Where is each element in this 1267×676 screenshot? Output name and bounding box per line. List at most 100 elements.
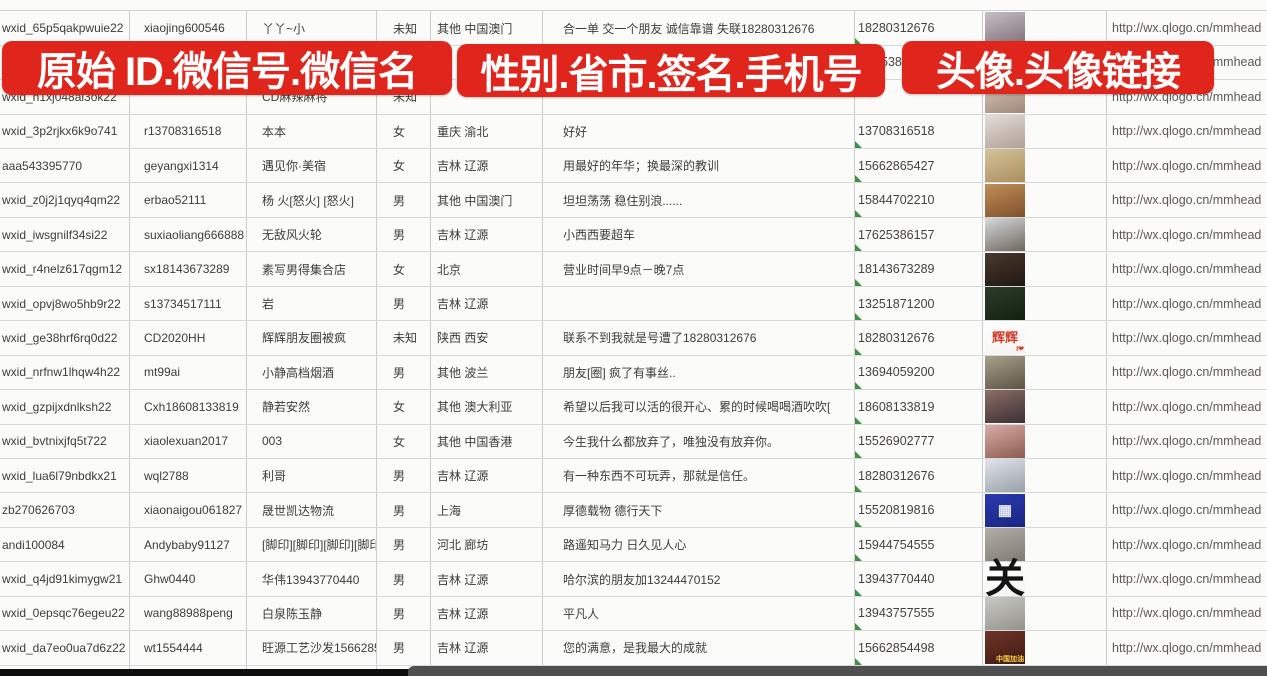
cell-gender[interactable]: 男 [377,183,431,217]
cell-avatar-link[interactable]: http://wx.qlogo.cn/mmhead [1112,262,1262,277]
cell-wechat-id[interactable]: CD2020HH [130,321,247,355]
cell-wechat-id[interactable]: wang88988peng [130,596,247,631]
cell-avatar-link[interactable]: http://wx.qlogo.cn/mmhead [1112,434,1262,449]
cell-wechat-id[interactable]: wt1554444 [130,631,247,665]
cell-original-id[interactable]: wxid_bvtnixjfq5t722 [0,424,130,458]
cell-avatar-link[interactable]: http://wx.qlogo.cn/mmhead [1112,640,1262,655]
cell-signature[interactable]: 朋友[圈] 疯了有事丝.. [543,355,855,390]
cell-wechat-id[interactable]: xiaolexuan2017 [130,424,247,458]
cell-avatar-link[interactable]: http://wx.qlogo.cn/mmhead [1112,158,1262,173]
cell-gender[interactable]: 男 [377,596,431,631]
cell-gender[interactable]: 男 [377,355,431,390]
cell-region[interactable]: 上海 [431,493,543,527]
scrollbar-thumb[interactable] [408,666,1267,676]
cell-gender[interactable]: 男 [377,527,431,562]
cell-region[interactable]: 重庆 渝北 [431,114,543,149]
cell-gender[interactable]: 男 [377,562,431,596]
cell-original-id[interactable]: wxid_65p5qakpwuie22 [0,11,130,45]
cell-wechat-name[interactable]: 华伟13943770440 [247,562,377,596]
cell-signature[interactable]: 您的满意，是我最大的成就 [543,631,855,665]
cell-wechat-name[interactable]: 小静高档烟酒 [247,355,377,390]
cell-phone[interactable]: 15526902777 [855,424,983,458]
cell-avatar[interactable] [983,390,1107,424]
cell-wechat-name[interactable]: 本本 [247,114,377,149]
cell-wechat-id[interactable] [130,80,247,114]
cell-avatar[interactable] [983,183,1107,217]
cell-avatar[interactable] [983,355,1107,390]
cell-region[interactable]: 吉林 辽源 [431,562,543,596]
cell-avatar[interactable] [983,458,1107,493]
cell-signature[interactable]: 坦坦荡荡 稳住别浪...... [543,183,855,217]
cell-signature[interactable]: 哈尔滨的朋友加13244470152 [543,562,855,596]
cell-region[interactable]: 吉林 辽源 [431,217,543,252]
cell-wechat-id[interactable]: sx18143673289 [130,252,247,286]
cell-gender[interactable]: 女 [377,149,431,183]
cell-avatar-link[interactable]: http://wx.qlogo.cn/mmhead [1112,606,1262,621]
cell-avatar-link[interactable]: http://wx.qlogo.cn/mmhead [1112,124,1262,139]
cell-wechat-id[interactable]: Ghw0440 [130,562,247,596]
cell-avatar-link[interactable]: http://wx.qlogo.cn/mmhead [1112,399,1262,414]
cell-region[interactable]: 其他 波兰 [431,355,543,390]
cell-signature[interactable]: 联系不到我就是号遭了18280312676 [543,321,855,355]
cell-phone[interactable]: 18608133819 [855,390,983,424]
cell-wechat-id[interactable]: mt99ai [130,355,247,390]
cell-phone[interactable]: 15520819816 [855,493,983,527]
cell-phone[interactable]: 13694059200 [855,355,983,390]
cell-original-id[interactable]: wxid_q4jd91kimygw21 [0,562,130,596]
cell-wechat-id[interactable]: xiaonaigou061827 [130,493,247,527]
cell-avatar-link[interactable]: http://wx.qlogo.cn/mmhead [1112,193,1262,208]
cell-avatar[interactable]: 关 [983,559,1107,599]
cell-gender[interactable]: 女 [377,424,431,458]
cell-signature[interactable]: 路遥知马力 日久见人心 [543,527,855,562]
cell-avatar[interactable]: 辉辉 I❤ [983,321,1107,355]
cell-region[interactable]: 河北 廊坊 [431,527,543,562]
cell-region[interactable]: 其他 中国澳门 [431,183,543,217]
cell-phone[interactable]: 17625386157 [855,217,983,252]
cell-wechat-name[interactable]: 利哥 [247,458,377,493]
cell-phone[interactable]: 13943757555 [855,596,983,631]
cell-region[interactable]: 北京 [431,252,543,286]
cell-avatar[interactable] [983,596,1107,631]
cell-avatar-link[interactable]: http://wx.qlogo.cn/mmhead [1112,572,1262,587]
cell-gender[interactable]: 女 [377,252,431,286]
cell-phone[interactable]: 15662854498 [855,631,983,665]
cell-signature[interactable]: 用最好的年华；换最深的教训 [543,149,855,183]
cell-signature[interactable]: 厚德载物 德行天下 [543,493,855,527]
cell-gender[interactable]: 未知 [377,321,431,355]
cell-original-id[interactable]: wxid_z0j2j1qyq4qm22 [0,183,130,217]
cell-avatar[interactable] [983,527,1107,562]
cell-phone[interactable]: 13943770440 [855,562,983,596]
cell-avatar[interactable] [983,252,1107,286]
cell-phone[interactable]: 18143673289 [855,252,983,286]
cell-gender[interactable]: 男 [377,286,431,321]
cell-avatar-link[interactable]: http://wx.qlogo.cn/mmhead [1112,21,1262,36]
cell-avatar[interactable] [983,114,1107,149]
cell-wechat-id[interactable]: r13708316518 [130,114,247,149]
cell-original-id[interactable]: wxid_lua6l79nbdkx21 [0,458,130,493]
cell-region[interactable]: 其他 中国澳门 [431,11,543,45]
cell-phone[interactable]: 18280312676 [855,458,983,493]
cell-signature[interactable]: 合一单 交一个朋友 诚信靠谱 失联18280312676 [543,11,855,45]
cell-avatar[interactable] [983,424,1107,458]
cell-wechat-name[interactable]: 白泉陈玉静 [247,596,377,631]
cell-phone[interactable]: 18280312676 [855,11,983,45]
cell-signature[interactable]: 小西西要超车 [543,217,855,252]
cell-original-id[interactable]: wxid_iwsgnilf34si22 [0,217,130,252]
cell-original-id[interactable]: aaa543395770 [0,149,130,183]
cell-phone[interactable]: 15944754555 [855,527,983,562]
cell-phone[interactable]: 15662865427 [855,149,983,183]
cell-avatar-link[interactable]: http://wx.qlogo.cn/mmhead [1112,296,1262,311]
cell-wechat-name[interactable]: 静若安然 [247,390,377,424]
cell-wechat-name[interactable]: 无敌风火轮 [247,217,377,252]
cell-avatar[interactable] [983,149,1107,183]
cell-avatar-link[interactable]: http://wx.qlogo.cn/mmhead [1112,503,1262,518]
cell-signature[interactable]: 有一种东西不可玩弄，那就是信任。 [543,458,855,493]
cell-original-id[interactable]: wxid_gzpijxdnlksh22 [0,390,130,424]
cell-signature[interactable]: 营业时间早9点－晚7点 [543,252,855,286]
cell-wechat-name[interactable]: 辉辉朋友圈被疯 [247,321,377,355]
cell-wechat-id[interactable]: Cxh18608133819 [130,390,247,424]
cell-wechat-name[interactable]: 晟世凯达物流 [247,493,377,527]
cell-region[interactable]: 吉林 辽源 [431,286,543,321]
cell-wechat-name[interactable]: 素写男得集合店 [247,252,377,286]
cell-phone[interactable]: 15844702210 [855,183,983,217]
